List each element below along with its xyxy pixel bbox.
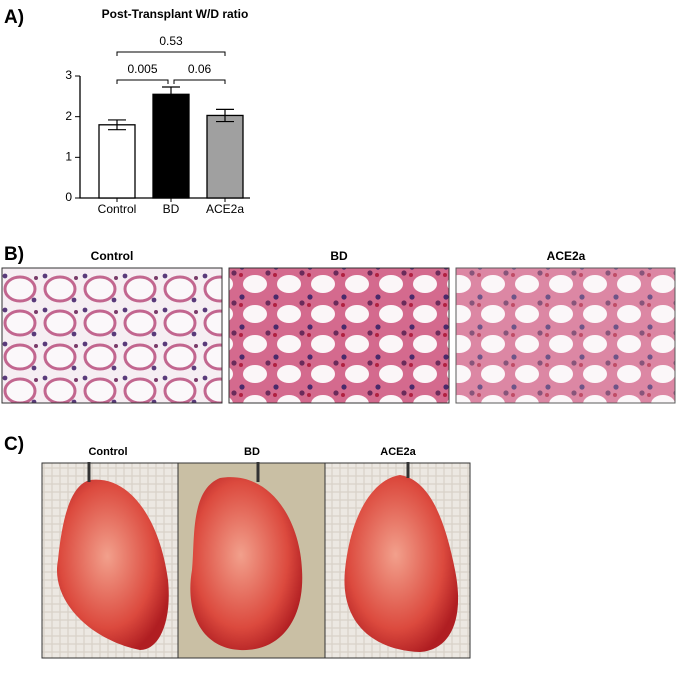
lung [344, 475, 459, 652]
p-value: 0.53 [159, 34, 183, 48]
histology-image [455, 267, 676, 404]
y-tick-label: 2 [65, 109, 72, 123]
significance-bracket [116, 51, 226, 56]
x-tick-label: BD [163, 202, 180, 216]
chart-title: Post-Transplant W/D ratio [102, 7, 249, 21]
significance-bracket [116, 79, 169, 84]
p-value: 0.005 [127, 62, 157, 76]
error-bar [162, 86, 180, 103]
clamp [87, 462, 410, 482]
gross-images [41, 462, 471, 659]
panel-label: C) [4, 434, 24, 455]
image-title: Control [88, 446, 127, 458]
histology-image [228, 267, 450, 404]
lung [56, 479, 169, 650]
panel-label: B) [4, 244, 24, 265]
error-bar [216, 108, 234, 123]
bar [98, 124, 136, 199]
image-title: ACE2a [380, 446, 416, 458]
image-title: Control [91, 249, 134, 263]
y-tick-label: 3 [65, 68, 72, 82]
bar [206, 114, 244, 199]
x-tick-label: Control [98, 202, 137, 216]
x-tick-label: ACE2a [206, 202, 244, 216]
error-bar [108, 119, 126, 131]
y-tick-label: 1 [65, 150, 72, 164]
image-title: BD [330, 249, 348, 263]
image-title: BD [244, 446, 260, 458]
y-tick-label: 0 [65, 190, 72, 204]
image-title: ACE2a [547, 249, 586, 263]
panel-label: A) [4, 7, 24, 28]
significance-bracket [173, 79, 226, 84]
lung [190, 477, 303, 651]
histology-images [1, 267, 676, 404]
histology-image [1, 267, 223, 404]
bar [152, 93, 190, 199]
p-value: 0.06 [188, 62, 212, 76]
